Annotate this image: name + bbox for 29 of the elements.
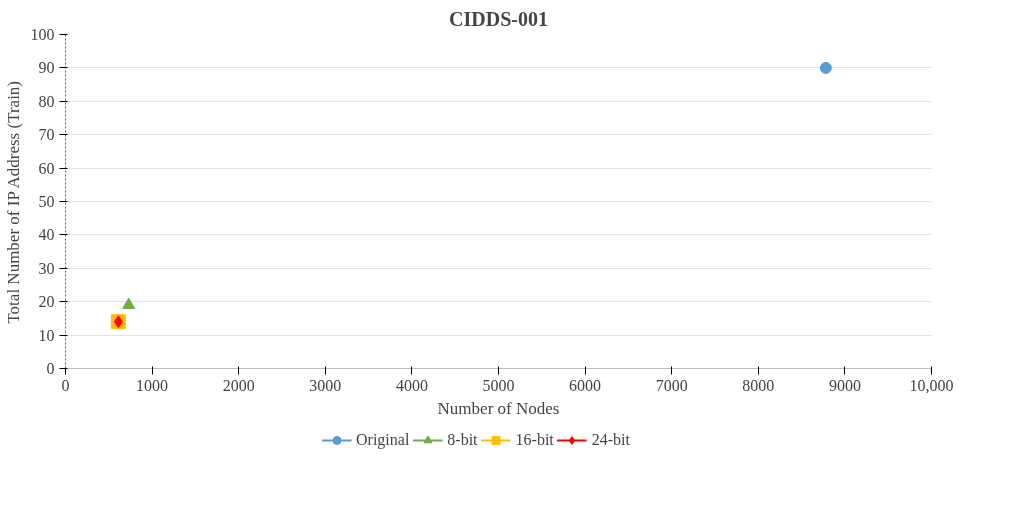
- y-tick-label: 50: [38, 193, 55, 210]
- x-tick-label: 6000: [569, 376, 602, 394]
- x-tick-label: 3000: [309, 376, 342, 394]
- y-tick-label: 30: [38, 259, 55, 277]
- legend-label: 8-bit: [447, 431, 478, 449]
- y-tick-label: 0: [46, 360, 55, 377]
- x-tick-label: 10,000: [909, 376, 954, 394]
- x-tick-label: 5000: [482, 376, 515, 394]
- x-tick-label: 4000: [395, 376, 428, 394]
- x-tick-label: 0: [61, 376, 70, 394]
- y-tick-label: 80: [38, 92, 55, 110]
- x-tick-label: 1000: [136, 376, 169, 394]
- x-tick-label: 8000: [742, 376, 775, 394]
- y-tick-label: 10: [38, 326, 55, 344]
- x-axis-title: Number of Nodes: [437, 398, 560, 418]
- chart-title: CIDDS-001: [449, 7, 548, 30]
- y-tick-label: 90: [38, 59, 55, 77]
- y-tick-label: 100: [30, 26, 55, 43]
- legend-label: 16-bit: [515, 431, 554, 449]
- x-tick-label: 7000: [655, 376, 688, 394]
- y-axis-title: Total Number of IP Address (Train): [3, 80, 23, 324]
- y-tick-label: 20: [38, 293, 55, 311]
- legend-label: Original: [356, 431, 410, 449]
- x-tick-label: 2000: [222, 376, 255, 394]
- legend-label: 24-bit: [591, 431, 630, 449]
- y-tick-label: 60: [38, 159, 55, 177]
- x-tick-label: 9000: [828, 376, 861, 394]
- y-tick-label: 40: [38, 226, 55, 244]
- y-tick-label: 70: [38, 126, 55, 144]
